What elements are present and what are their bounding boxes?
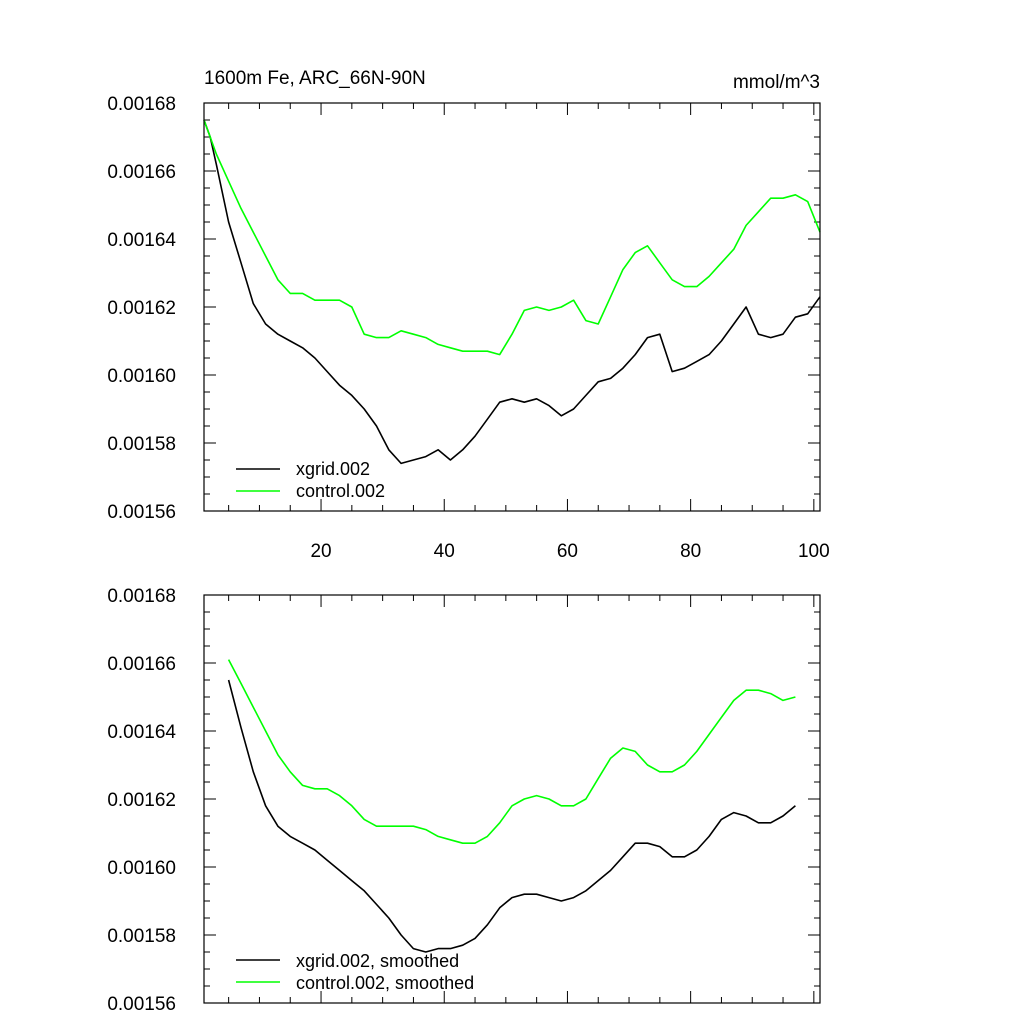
units-label: mmol/m^3 bbox=[733, 72, 820, 93]
y-tick-label: 0.00158 bbox=[107, 434, 176, 455]
plot-frame bbox=[203, 594, 821, 1004]
y-tick-label: 0.00168 bbox=[107, 94, 176, 115]
y-tick-label: 0.00166 bbox=[107, 162, 176, 183]
legend-label-xgrid-smoothed: xgrid.002, smoothed bbox=[296, 951, 459, 971]
x-tick-label: 60 bbox=[557, 541, 578, 562]
x-tick-label: 40 bbox=[434, 541, 455, 562]
axis-ticks bbox=[204, 102, 820, 512]
axis-ticks bbox=[204, 594, 820, 1004]
x-axis-labels: 20 40 60 80 100 bbox=[310, 541, 829, 562]
y-tick-label: 0.00162 bbox=[107, 298, 176, 319]
legend: xgrid.002, smoothed control.002, smoothe… bbox=[236, 951, 474, 993]
y-tick-label: 0.00164 bbox=[107, 722, 176, 743]
series-line-control bbox=[203, 119, 821, 356]
x-tick-label: 20 bbox=[310, 541, 331, 562]
y-tick-label: 0.00160 bbox=[107, 858, 176, 879]
plot-frame bbox=[203, 102, 821, 512]
chart-title: 1600m Fe, ARC_66N-90N bbox=[204, 68, 426, 89]
legend-label-control: control.002 bbox=[296, 481, 385, 501]
series-line-control bbox=[227, 659, 796, 845]
y-tick-label: 0.00156 bbox=[107, 994, 176, 1015]
series-lines bbox=[227, 659, 796, 953]
y-tick-label: 0.00166 bbox=[107, 654, 176, 675]
y-axis-labels: 0.00156 0.00158 0.00160 0.00162 0.00164 0.001… bbox=[107, 586, 176, 1015]
legend-label-xgrid: xgrid.002 bbox=[296, 459, 370, 479]
bottom-panel: 0.00156 0.00158 0.00160 0.00162 0.00164 0.001… bbox=[107, 586, 821, 1015]
legend-label-control-smoothed: control.002, smoothed bbox=[296, 973, 474, 993]
x-tick-label: 100 bbox=[798, 541, 830, 562]
y-tick-label: 0.00162 bbox=[107, 790, 176, 811]
legend: xgrid.002 control.002 bbox=[236, 459, 385, 501]
top-panel: 1600m Fe, ARC_66N-90N mmol/m^3 0.001560.… bbox=[107, 68, 829, 562]
series-line-xgrid bbox=[203, 119, 821, 465]
x-tick-label: 80 bbox=[680, 541, 701, 562]
y-tick-label: 0.00168 bbox=[107, 586, 176, 607]
y-tick-label: 0.00160 bbox=[107, 366, 176, 387]
y-tick-label: 0.00164 bbox=[107, 230, 176, 251]
series-lines bbox=[203, 119, 821, 465]
y-tick-label: 0.00158 bbox=[107, 926, 176, 947]
y-tick-label: 0.00156 bbox=[107, 502, 176, 523]
series-line-xgrid bbox=[227, 679, 796, 953]
y-axis-labels: 0.00156 0.00158 0.00160 0.00162 0.00164 0.001… bbox=[107, 94, 176, 523]
